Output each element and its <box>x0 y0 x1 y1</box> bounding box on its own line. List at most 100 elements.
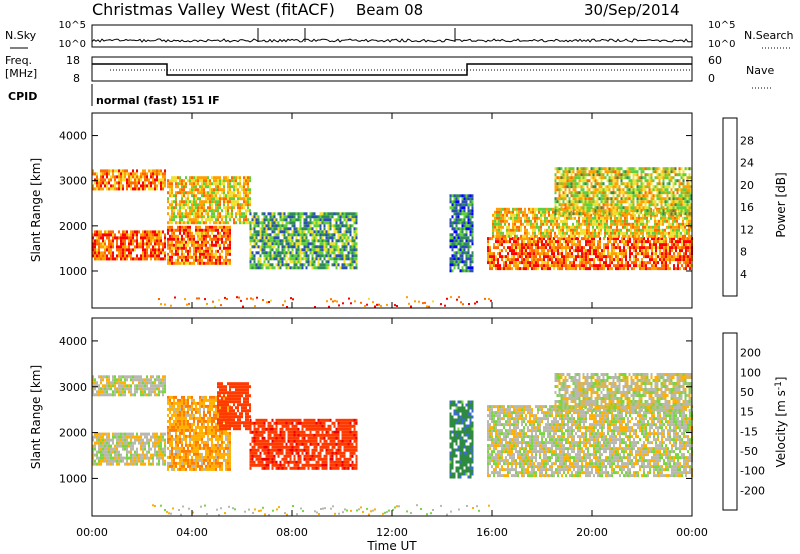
heatmap-cell <box>641 249 643 253</box>
heatmap-cell <box>110 245 112 249</box>
heatmap-cell <box>144 230 146 234</box>
heatmap-cell <box>321 218 324 222</box>
heatmap-cell <box>457 263 460 267</box>
heatmap-cell <box>626 225 628 229</box>
heatmap-cell <box>665 237 667 241</box>
heatmap-cell <box>241 215 243 219</box>
heatmap-cell <box>551 237 553 241</box>
heatmap-cell <box>171 206 173 210</box>
heatmap-cell <box>552 216 554 220</box>
heatmap-cell <box>564 231 566 235</box>
heatmap-cell <box>152 175 154 179</box>
heatmap-cell <box>293 212 296 216</box>
heatmap-cell <box>503 237 505 241</box>
heatmap-cell <box>655 249 657 253</box>
heatmap-cell <box>305 260 308 264</box>
heatmap-cell <box>557 243 559 247</box>
heatmap-cell <box>283 236 286 240</box>
heatmap-cell <box>636 185 639 189</box>
heatmap-cell <box>156 254 158 258</box>
heatmap-cell <box>307 245 310 249</box>
heatmap-cell <box>621 261 623 265</box>
heatmap-cell <box>297 218 300 222</box>
heatmap-cell <box>670 209 673 213</box>
heatmap-cell <box>261 224 264 228</box>
heatmap-cell <box>94 239 96 243</box>
heatmap-cell <box>574 200 577 204</box>
heatmap-cell <box>173 194 175 198</box>
heatmap-cell <box>593 246 595 250</box>
heatmap-cell <box>146 251 148 255</box>
heatmap-cell <box>229 243 231 247</box>
heatmap-cell <box>529 249 531 253</box>
heatmap-cell <box>663 264 665 268</box>
heatmap-cell <box>585 237 587 241</box>
heatmap-cell <box>535 261 537 265</box>
heatmap-cell <box>542 213 544 217</box>
heatmap-cell <box>108 169 110 173</box>
heatmap-cell <box>540 210 542 214</box>
heatmap-cell <box>239 221 241 225</box>
heatmap-cell <box>301 236 304 240</box>
heatmap-cell <box>455 227 458 231</box>
heatmap-cell <box>355 263 358 267</box>
heatmap-cell <box>602 225 604 229</box>
heatmap-cell <box>459 251 462 255</box>
heatmap-cell <box>453 254 456 258</box>
heatmap-cell <box>136 245 138 249</box>
heatmap-cell <box>556 197 559 201</box>
heatmap-cell <box>339 239 342 243</box>
heatmap-cell <box>500 222 502 226</box>
heatmap-cell <box>630 185 633 189</box>
heatmap-cell <box>249 212 252 216</box>
heatmap-cell <box>225 209 227 213</box>
heatmap-cell <box>658 200 661 204</box>
heatmap-cell <box>584 194 587 198</box>
heatmap-cell <box>622 225 624 229</box>
heatmap-cell <box>307 227 310 231</box>
heatmap-cell <box>663 237 665 241</box>
heatmap-cell <box>225 221 227 225</box>
heatmap-cell <box>680 234 682 238</box>
heatmap-cell <box>549 267 551 271</box>
heatmap-cell <box>516 234 518 238</box>
heatmap-cell <box>323 233 326 237</box>
heatmap-cell <box>580 170 583 174</box>
heatmap-cell <box>100 172 102 176</box>
heatmap-cell <box>313 230 316 234</box>
heatmap-cell <box>189 215 191 219</box>
heatmap-cell <box>213 182 215 186</box>
heatmap-cell <box>670 170 673 174</box>
heatmap-cell <box>463 197 466 201</box>
heatmap-cell <box>171 194 173 198</box>
heatmap-cell <box>547 258 549 262</box>
heatmap-cell <box>130 178 132 182</box>
heatmap-cell <box>519 243 521 247</box>
heatmap-cell <box>592 228 594 232</box>
heatmap-cell <box>596 167 599 171</box>
heatmap-cell <box>562 176 565 180</box>
heatmap-cell <box>181 185 183 189</box>
heatmap-cell <box>345 257 348 261</box>
heatmap-cell <box>150 254 152 258</box>
heatmap-cell <box>311 233 314 237</box>
heatmap-cell <box>315 227 318 231</box>
heatmap-cell <box>144 184 146 188</box>
heatmap-cell <box>659 258 661 262</box>
heatmap-cell <box>556 216 558 220</box>
heatmap-cell <box>558 203 561 207</box>
heatmap-cell <box>638 203 641 207</box>
heatmap-cell <box>626 209 629 213</box>
heatmap-cell <box>355 254 358 258</box>
heatmap-cell <box>291 254 294 258</box>
heatmap-cell <box>164 245 166 249</box>
heatmap-cell <box>181 228 183 232</box>
heatmap-cell <box>631 252 633 256</box>
heatmap-cell <box>496 231 498 235</box>
heatmap-cell <box>640 197 643 201</box>
heatmap-cell <box>622 209 625 213</box>
heatmap-cell <box>592 176 595 180</box>
heatmap-cell <box>668 197 671 201</box>
heatmap-cell <box>132 230 134 234</box>
heatmap-cell <box>618 194 621 198</box>
